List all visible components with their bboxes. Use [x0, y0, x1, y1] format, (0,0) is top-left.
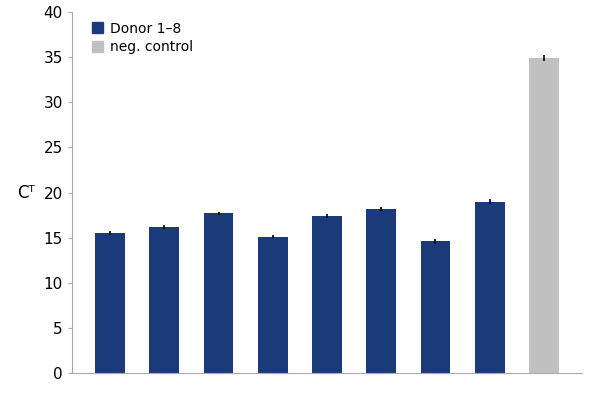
Bar	[312, 216, 342, 373]
Bar	[203, 213, 233, 373]
Bar	[475, 202, 505, 373]
Legend: Donor 1–8, neg. control: Donor 1–8, neg. control	[89, 19, 196, 57]
Bar	[258, 237, 287, 373]
Bar	[149, 227, 179, 373]
Text: Cᵀ: Cᵀ	[17, 183, 35, 202]
Bar	[367, 209, 396, 373]
Bar	[529, 58, 559, 373]
Bar	[95, 233, 125, 373]
Bar	[421, 241, 451, 373]
